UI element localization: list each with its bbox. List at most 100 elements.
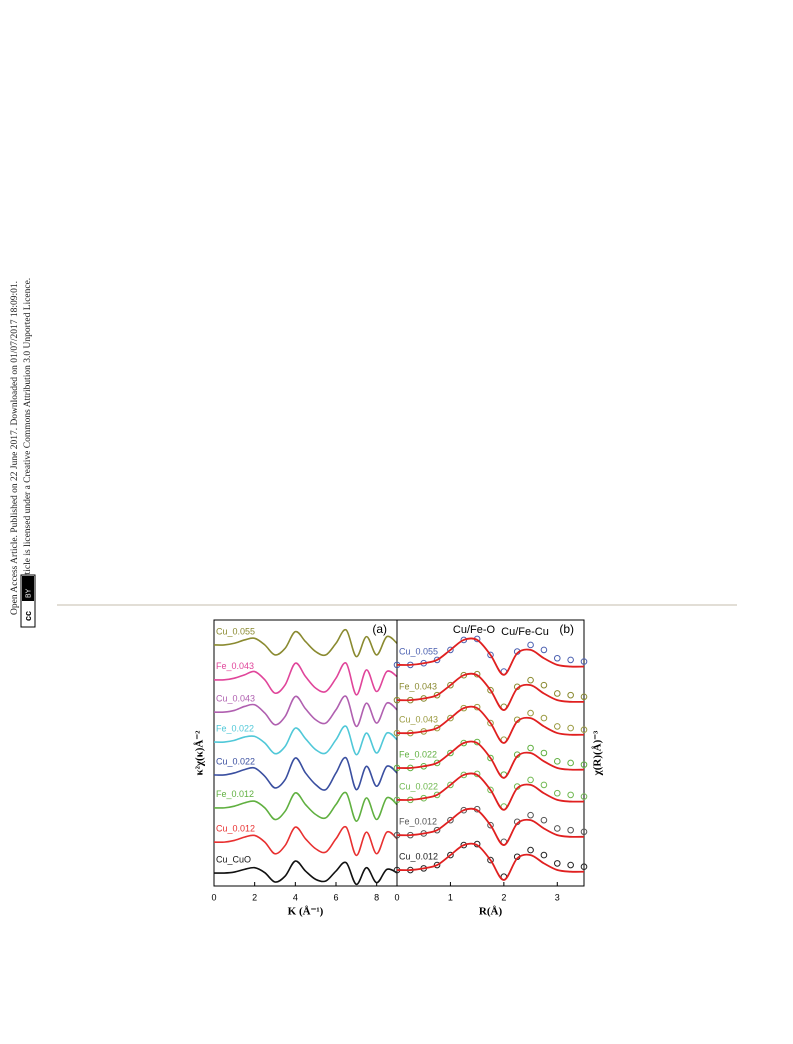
data-point (540, 681, 548, 689)
sidebar-line: Open Access Article. Published on 22 Jun… (10, 281, 20, 615)
sidebar-line: This article is licensed under a Creativ… (23, 278, 33, 601)
data-point (433, 826, 441, 834)
sidebar: Open Access Article. Published on 22 Jun… (10, 278, 36, 628)
data-point (447, 646, 454, 654)
data-point (540, 781, 548, 789)
data-point (540, 714, 548, 722)
data-point (487, 754, 494, 762)
data-point (567, 691, 574, 699)
data-point (527, 776, 534, 784)
data-point (580, 761, 588, 768)
series-label: Fe_0.022 (399, 749, 437, 759)
data-point (553, 825, 561, 832)
series-line (213, 825, 398, 857)
x-tick-label: 0 (211, 892, 216, 902)
series-line (213, 725, 398, 756)
data-point (433, 759, 441, 767)
data-point (567, 759, 574, 767)
x-axis-label: R(Å) (479, 906, 503, 918)
data-point (553, 690, 561, 697)
x-tick-label: 2 (501, 892, 506, 902)
series-label: Fe_0.022 (216, 723, 254, 733)
data-point (487, 821, 494, 829)
fit-line (396, 772, 585, 811)
x-tick-label: 3 (555, 892, 560, 902)
data-point (527, 709, 534, 717)
data-point (433, 791, 441, 799)
data-point (487, 719, 494, 727)
plot-frame (213, 619, 398, 887)
x-tick-label: 8 (374, 892, 379, 902)
series-label: Cu_0.022 (399, 781, 438, 791)
data-point (553, 654, 561, 662)
series-label: Fe_0.043 (399, 682, 437, 692)
series-label: Cu_0.055 (399, 646, 438, 656)
data-point (433, 691, 441, 699)
fit-line (396, 672, 585, 712)
data-point (447, 781, 454, 789)
series-line (213, 860, 398, 886)
data-point (553, 860, 561, 867)
data-point (567, 656, 574, 664)
plot-frame (396, 619, 585, 887)
fit-line (396, 637, 585, 676)
panel-label: (b) (559, 622, 574, 636)
x-tick-label: 1 (448, 892, 453, 902)
x-tick-label: 0 (394, 892, 399, 902)
fit-line (396, 740, 585, 779)
fit-line (396, 842, 585, 881)
data-point (527, 811, 534, 819)
data-point (447, 749, 454, 757)
series-line (213, 662, 398, 696)
data-point (553, 758, 561, 765)
series-label: Cu_CuO (216, 854, 251, 864)
y-axis-label: κ²χ(κ)Å⁻² (194, 730, 206, 776)
figure: 0 2 4 6 8 K (Å⁻¹) κ²χ(κ)Å⁻² (a) Cu_0.055 Fe_0.043… (194, 619, 604, 918)
series-label: Cu_0.043 (216, 693, 255, 703)
data-point (527, 641, 534, 649)
panel-label: (a) (372, 622, 387, 636)
data-point (567, 724, 574, 732)
data-point (487, 651, 494, 659)
data-point (553, 789, 561, 797)
data-point (567, 826, 574, 834)
data-point (433, 724, 441, 732)
x-tick-label: 4 (293, 892, 298, 902)
data-point (540, 851, 548, 859)
data-point (433, 861, 441, 869)
data-point (447, 681, 454, 689)
data-point (433, 656, 441, 664)
data-point (567, 861, 574, 869)
series-line (213, 756, 398, 791)
data-point (553, 723, 561, 730)
data-point (567, 791, 574, 799)
badge-by: BY (25, 588, 32, 598)
data-point (527, 676, 534, 684)
data-point (540, 816, 548, 824)
series-label: Fe_0.012 (216, 789, 254, 799)
x-tick-label: 2 (252, 892, 257, 902)
data-point (540, 749, 548, 757)
series-line (213, 695, 398, 728)
license-badge-part (22, 576, 34, 601)
y-axis-label: χ(R)(Å)⁻³ (592, 730, 604, 776)
data-point (580, 726, 588, 734)
data-point (527, 846, 534, 854)
series-label: Fe_0.012 (399, 817, 437, 827)
data-point (487, 686, 494, 694)
data-point (580, 693, 588, 701)
data-point (487, 856, 494, 864)
x-tick-label: 6 (333, 892, 338, 902)
series-label: Cu_0.012 (399, 851, 438, 861)
data-point (580, 793, 588, 800)
data-point (447, 816, 454, 824)
fit-line (396, 705, 585, 744)
data-point (540, 646, 548, 654)
data-point (447, 714, 454, 722)
series-label: Cu_0.043 (399, 714, 438, 724)
x-axis-label: K (Å⁻¹) (288, 906, 324, 918)
annotation: Cu/Fe-O (453, 624, 496, 636)
series-label: Fe_0.043 (216, 661, 254, 671)
